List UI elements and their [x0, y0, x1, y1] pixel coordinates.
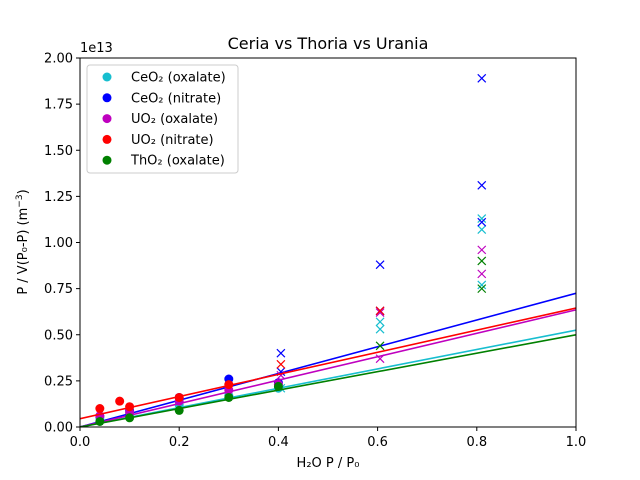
x-tick-label: 0.8	[466, 435, 487, 450]
series-3	[80, 306, 576, 420]
y-tick-label: 1.00	[44, 236, 73, 251]
y-tick-label: 0.50	[44, 328, 73, 343]
legend-box	[86, 64, 239, 174]
y-tick-label: 0.75	[44, 282, 73, 297]
fit-line	[80, 292, 576, 427]
cross-marker	[477, 217, 487, 227]
y-tick-label: 2.00	[44, 52, 73, 67]
data-point	[115, 396, 125, 406]
x-tick-label: 0.0	[70, 435, 91, 450]
cross-marker	[375, 317, 385, 327]
legend-label: CeO₂ (oxalate)	[131, 71, 226, 86]
cross-marker	[477, 180, 487, 190]
legend: CeO₂ (oxalate) CeO₂ (nitrate) UO₂ (oxalate…	[86, 64, 239, 174]
legend-label: UO₂ (nitrate)	[131, 133, 214, 148]
chart-title: Ceria vs Thoria vs Urania	[228, 34, 429, 53]
y-axis: 0.00 0.25 0.50 0.75 1.00 1.25 1.50 1.75 2.00	[44, 52, 80, 436]
y-axis-label-superscript: −3	[15, 194, 25, 207]
cross-marker	[477, 280, 487, 290]
legend-label: CeO₂ (nitrate)	[131, 91, 221, 106]
x-axis-label: H₂O P / P₀	[297, 456, 360, 471]
y-tick-label: 0.00	[44, 421, 73, 436]
cross-marker	[477, 73, 487, 83]
data-point	[273, 381, 283, 391]
legend-marker	[102, 72, 112, 82]
x-tick-label: 1.0	[566, 435, 587, 450]
legend-entry: UO₂ (oxalate)	[102, 112, 218, 127]
cross-marker	[375, 308, 385, 318]
cross-marker	[276, 348, 286, 358]
y-tick-label: 1.50	[44, 144, 73, 159]
data-point	[95, 404, 105, 414]
cross-marker	[375, 324, 385, 334]
cross-marker	[477, 256, 487, 266]
cross-marker	[477, 269, 487, 279]
plot-area	[80, 73, 576, 427]
y-axis-label-main: P / V(P₀-P) (m	[16, 208, 31, 295]
legend-entry: ThO₂ (oxalate)	[102, 154, 225, 169]
x-tick-label: 0.6	[367, 435, 388, 450]
cross-marker	[375, 306, 385, 316]
y-axis-label-end: )	[16, 189, 31, 194]
fit-line	[80, 333, 576, 427]
series-4	[80, 256, 576, 427]
legend-entry: UO₂ (nitrate)	[102, 133, 214, 148]
cross-marker	[276, 359, 286, 369]
cross-marker	[477, 214, 487, 223]
cross-marker	[375, 260, 385, 270]
cross-marker	[477, 245, 487, 255]
y-axis-label: P / V(P₀-P) (m−3)	[15, 189, 31, 294]
data-point	[125, 402, 135, 412]
x-axis: 0.0 0.2 0.4 0.6 0.8 1.0	[70, 427, 587, 450]
data-point	[224, 380, 234, 390]
legend-label: UO₂ (oxalate)	[131, 112, 218, 127]
cross-marker	[477, 225, 487, 235]
legend-label: ThO₂ (oxalate)	[130, 154, 225, 169]
x-tick-label: 0.2	[169, 435, 190, 450]
data-point	[174, 392, 184, 402]
y-tick-label: 1.75	[44, 98, 73, 113]
y-tick-label: 1.25	[44, 190, 73, 205]
cross-marker	[477, 284, 487, 294]
x-tick-label: 0.4	[268, 435, 289, 450]
legend-entry: CeO₂ (oxalate)	[102, 71, 226, 86]
cross-marker	[375, 341, 385, 351]
legend-entry: CeO₂ (nitrate)	[102, 91, 221, 106]
legend-marker	[102, 93, 112, 103]
fit-line	[80, 307, 576, 420]
legend-marker	[102, 134, 112, 144]
legend-marker	[102, 114, 112, 124]
fit-line	[80, 309, 576, 427]
y-offset-label: 1e13	[80, 41, 113, 56]
legend-marker	[102, 155, 112, 165]
y-tick-label: 0.25	[44, 374, 73, 389]
